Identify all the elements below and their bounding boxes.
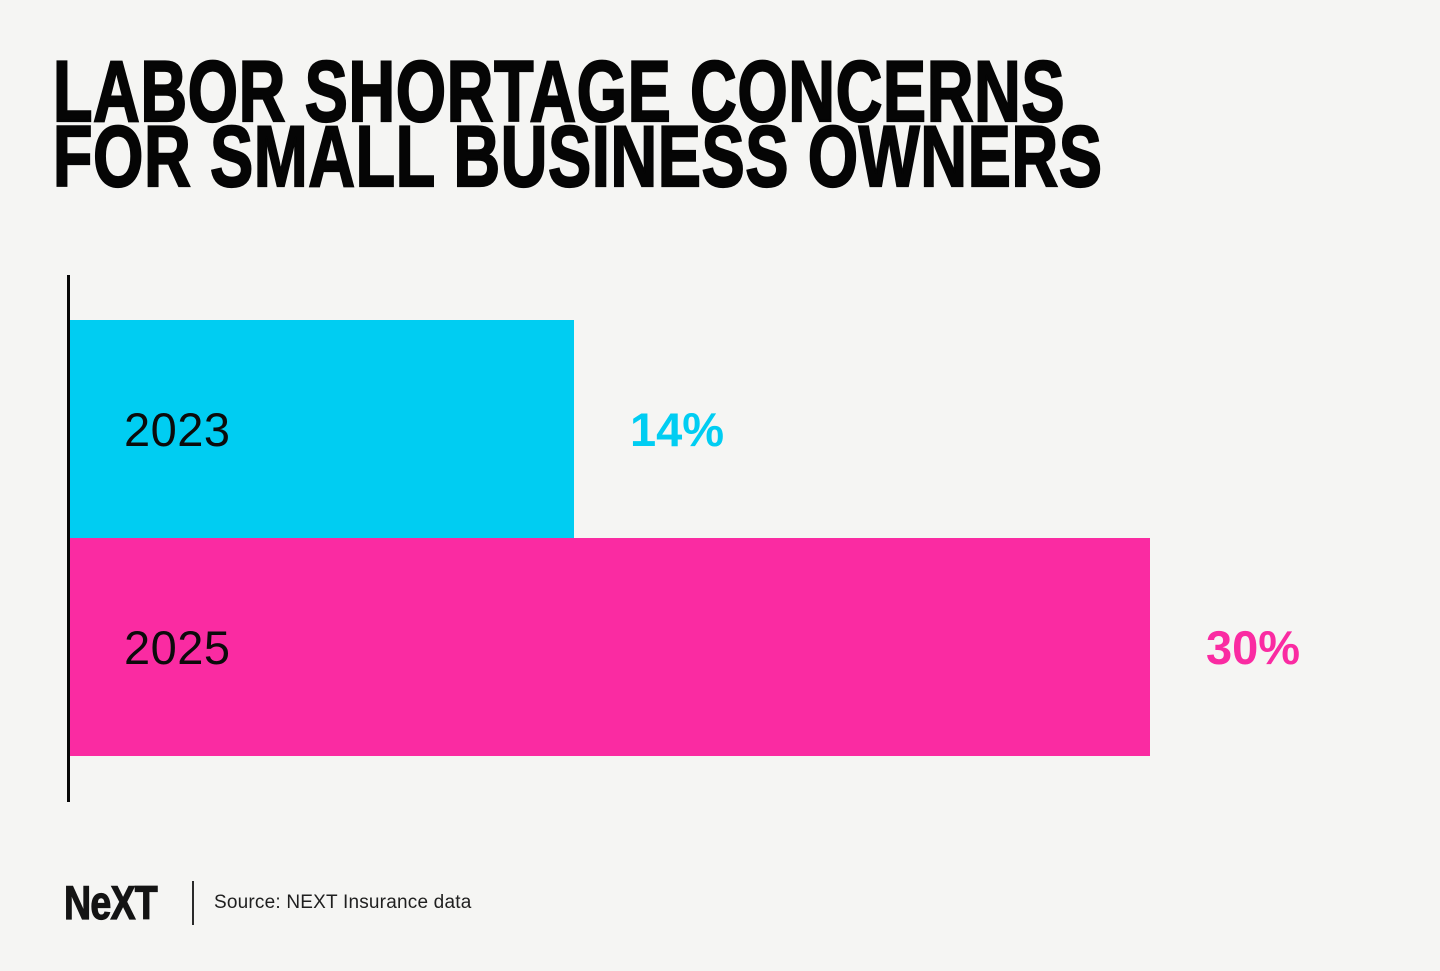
value-label-2023: 14%	[630, 402, 725, 456]
value-label-2025: 30%	[1205, 620, 1301, 674]
footer-divider	[192, 881, 194, 925]
source-text: Source: NEXT Insurance data	[214, 892, 472, 913]
bar-chart: 2023 14% 2025 30%	[67, 275, 1438, 802]
y-axis-line	[67, 275, 70, 802]
title-line-1: LABOR SHORTAGE CONCERNS	[52, 44, 1066, 140]
title-line-2: FOR SMALL BUSINESS OWNERS	[52, 109, 1103, 205]
bar-2023: 2023	[70, 320, 574, 538]
bar-area: 2023 14% 2025 30%	[70, 320, 1438, 756]
footer: NeXT Source: NEXT Insurance data	[64, 876, 472, 929]
category-label-2023: 2023	[124, 402, 231, 456]
bar-row-2025: 2025 30%	[70, 538, 1438, 756]
next-insurance-logo: NeXT	[64, 876, 159, 929]
bar-2025: 2025	[70, 538, 1150, 756]
page-title: LABOR SHORTAGE CONCERNS FOR SMALL BUSINE…	[52, 44, 1103, 205]
category-label-2025: 2025	[124, 620, 231, 674]
bar-row-2023: 2023 14%	[70, 320, 1438, 538]
